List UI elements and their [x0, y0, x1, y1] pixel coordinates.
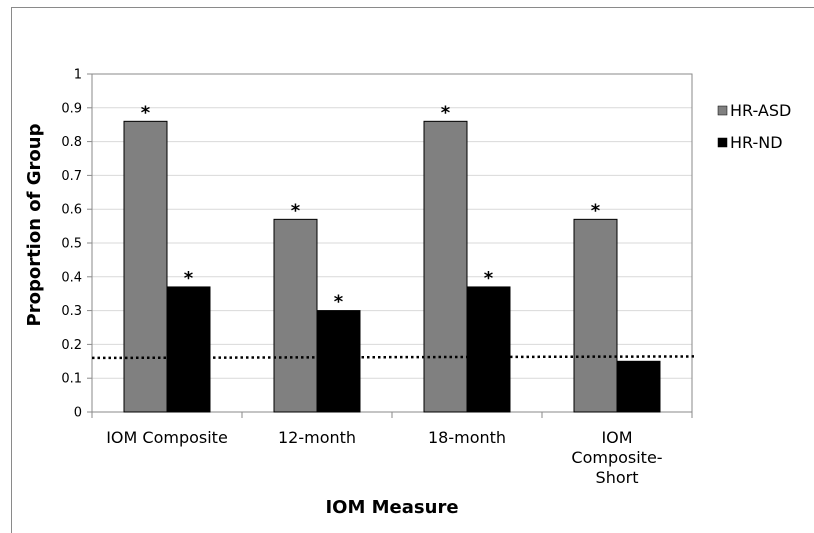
bar-hr-nd [316, 310, 361, 413]
bar-hr-asd [123, 120, 168, 413]
y-axis: 0 0.1 0.2 0.3 0.4 0.5 0.6 0.7 0.8 0.9 1 [61, 68, 92, 421]
chart-frame [11, 7, 814, 533]
y-tick-label: 0.2 [61, 338, 82, 353]
legend: HR-ASD HR-ND [717, 101, 791, 152]
y-tick-label: 0.7 [61, 169, 82, 184]
y-axis-title: Proportion of Group [24, 123, 45, 326]
y-tick-label: 0.1 [61, 372, 82, 387]
y-tick-label: 0.5 [61, 237, 82, 252]
x-tick-label: IOM [601, 428, 632, 447]
significance-star: * [484, 268, 494, 289]
bar-hr-nd [616, 360, 661, 413]
bar-hr-nd [466, 286, 511, 413]
x-axis-title: IOM Measure [325, 497, 458, 518]
reference-line [91, 355, 698, 360]
bar-hr-asd [423, 120, 468, 413]
bar-hr-asd [273, 218, 318, 413]
y-tick-label: 1 [74, 68, 82, 83]
legend-swatch [717, 137, 728, 148]
y-tick-label: 0 [74, 406, 82, 421]
significance-markers: * * * * * * * [141, 102, 601, 312]
x-tick-label: Composite- [571, 448, 662, 467]
significance-star: * [591, 200, 601, 221]
x-tick-label: Short [596, 468, 639, 487]
x-tick-label: 18-month [428, 428, 506, 447]
x-axis: IOM Composite 12-month 18-month IOMComposit… [91, 412, 693, 487]
y-tick-label: 0.9 [61, 101, 82, 116]
significance-star: * [141, 102, 151, 123]
significance-star: * [184, 268, 194, 289]
significance-star: * [441, 102, 451, 123]
bars [123, 120, 661, 413]
y-tick-label: 0.8 [61, 135, 82, 150]
significance-star: * [291, 200, 301, 221]
bar-hr-asd [573, 218, 618, 413]
legend-label: HR-ASD [730, 101, 791, 120]
legend-label: HR-ND [730, 133, 783, 152]
x-tick-label: IOM Composite [106, 428, 228, 447]
significance-star: * [334, 292, 344, 313]
y-tick-label: 0.3 [61, 304, 82, 319]
legend-swatch [717, 105, 728, 116]
y-tick-label: 0.6 [61, 203, 82, 218]
bar-hr-nd [166, 286, 211, 413]
y-tick-label: 0.4 [61, 270, 82, 285]
x-tick-label: 12-month [278, 428, 356, 447]
